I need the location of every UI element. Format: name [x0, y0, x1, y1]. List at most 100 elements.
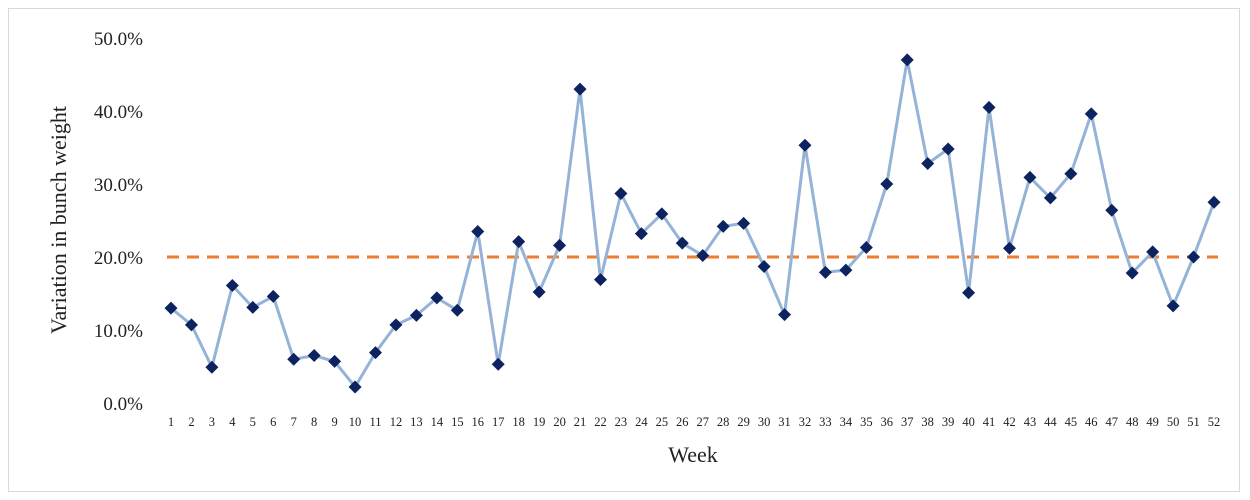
data-point-marker	[246, 300, 260, 314]
x-tick-label: 51	[1187, 415, 1200, 429]
x-tick-label: 21	[574, 415, 587, 429]
series-line	[170, 58, 1216, 389]
data-point-marker	[675, 236, 689, 250]
data-point-marker	[859, 241, 873, 255]
x-tick-label: 46	[1085, 415, 1098, 429]
data-point-marker	[409, 308, 423, 322]
data-point-marker	[634, 227, 648, 241]
data-point-marker	[1043, 191, 1057, 205]
x-axis-title: Week	[668, 442, 718, 467]
data-point-marker	[307, 349, 321, 363]
y-tick-label: 20.0%	[94, 248, 143, 269]
data-point-marker	[900, 53, 914, 67]
data-point-marker	[389, 318, 403, 332]
data-point-marker	[348, 380, 362, 394]
data-point-marker	[737, 216, 751, 230]
data-point-marker	[1084, 107, 1098, 121]
x-tick-label: 30	[758, 415, 771, 429]
data-point-marker	[962, 286, 976, 300]
x-tick-label: 9	[331, 415, 337, 429]
y-axis-title: Variation in bunch weight	[46, 106, 71, 334]
chart-frame	[8, 8, 1240, 492]
data-point-marker	[982, 100, 996, 114]
data-point-marker	[328, 354, 342, 368]
data-point-marker	[1187, 250, 1201, 264]
data-point-marker	[1125, 266, 1139, 280]
data-point-marker	[266, 289, 280, 303]
x-tick-label: 48	[1126, 415, 1139, 429]
x-tick-label: 43	[1024, 415, 1037, 429]
data-point-marker	[205, 360, 219, 374]
series-group	[170, 58, 1216, 389]
x-tick-label: 44	[1044, 415, 1057, 429]
data-point-marker	[164, 301, 178, 315]
x-tick-label: 4	[229, 415, 236, 429]
data-point-marker	[225, 278, 239, 292]
data-point-marker	[1207, 195, 1221, 209]
data-point-marker	[941, 142, 955, 156]
x-tick-label: 12	[390, 415, 403, 429]
data-point-marker	[1002, 241, 1016, 255]
data-point-marker	[1105, 203, 1119, 217]
data-point-marker	[512, 235, 526, 249]
y-tick-label: 40.0%	[94, 102, 143, 123]
data-point-marker	[655, 207, 669, 221]
x-tick-label: 49	[1146, 415, 1159, 429]
x-tick-label: 47	[1105, 415, 1118, 429]
y-tick-labels: 0.0% 10.0% 20.0% 30.0% 40.0% 50.0%	[94, 29, 143, 415]
y-tick-label: 50.0%	[94, 29, 143, 50]
x-tick-label: 16	[472, 415, 485, 429]
data-point-marker	[818, 265, 832, 279]
x-tick-label: 35	[860, 415, 873, 429]
x-tick-label: 3	[209, 415, 215, 429]
y-tick-label: 10.0%	[94, 321, 143, 342]
data-point-marker	[1064, 167, 1078, 181]
x-tick-label: 32	[799, 415, 812, 429]
x-tick-label: 14	[431, 415, 444, 429]
x-tick-label: 13	[410, 415, 423, 429]
data-point-marker	[593, 273, 607, 287]
data-point-marker	[287, 352, 301, 366]
x-tick-label: 10	[349, 415, 362, 429]
x-tick-label: 38	[921, 415, 934, 429]
x-tick-label: 11	[369, 415, 381, 429]
data-point-marker	[716, 219, 730, 233]
data-point-marker	[921, 157, 935, 171]
y-tick-label: 30.0%	[94, 175, 143, 196]
x-tick-label: 42	[1003, 415, 1016, 429]
x-tick-label: 25	[656, 415, 669, 429]
data-point-marker	[450, 303, 464, 317]
x-tick-label: 28	[717, 415, 730, 429]
x-tick-label: 37	[901, 415, 914, 429]
x-tick-label: 6	[270, 415, 276, 429]
y-tick-label: 0.0%	[103, 394, 143, 415]
x-tick-label: 45	[1065, 415, 1078, 429]
x-tick-label: 18	[512, 415, 525, 429]
x-tick-label: 7	[291, 415, 297, 429]
x-tick-label: 19	[533, 415, 546, 429]
x-tick-label: 36	[881, 415, 894, 429]
x-tick-labels: 1 2 3 4 5 6 7 8 9 10 11 12 13 14 15 16 17 18 19 20 21 22 23 24 2…	[168, 415, 1220, 429]
x-tick-label: 5	[250, 415, 256, 429]
x-tick-label: 17	[492, 415, 505, 429]
x-tick-label: 26	[676, 415, 689, 429]
data-point-marker	[1023, 170, 1037, 184]
x-tick-label: 34	[840, 415, 853, 429]
x-tick-label: 50	[1167, 415, 1180, 429]
x-tick-label: 15	[451, 415, 464, 429]
x-tick-label: 40	[962, 415, 975, 429]
x-tick-label: 39	[942, 415, 955, 429]
data-point-marker	[1166, 299, 1180, 313]
data-point-marker	[553, 238, 567, 252]
data-point-marker	[778, 308, 792, 322]
data-point-marker	[369, 346, 383, 360]
data-point-marker	[880, 177, 894, 191]
x-tick-label: 22	[594, 415, 607, 429]
x-tick-label: 1	[168, 415, 174, 429]
data-point-marker	[839, 263, 853, 277]
data-point-marker	[430, 291, 444, 305]
data-point-marker	[491, 357, 505, 371]
x-tick-label: 27	[696, 415, 709, 429]
x-tick-label: 23	[615, 415, 628, 429]
